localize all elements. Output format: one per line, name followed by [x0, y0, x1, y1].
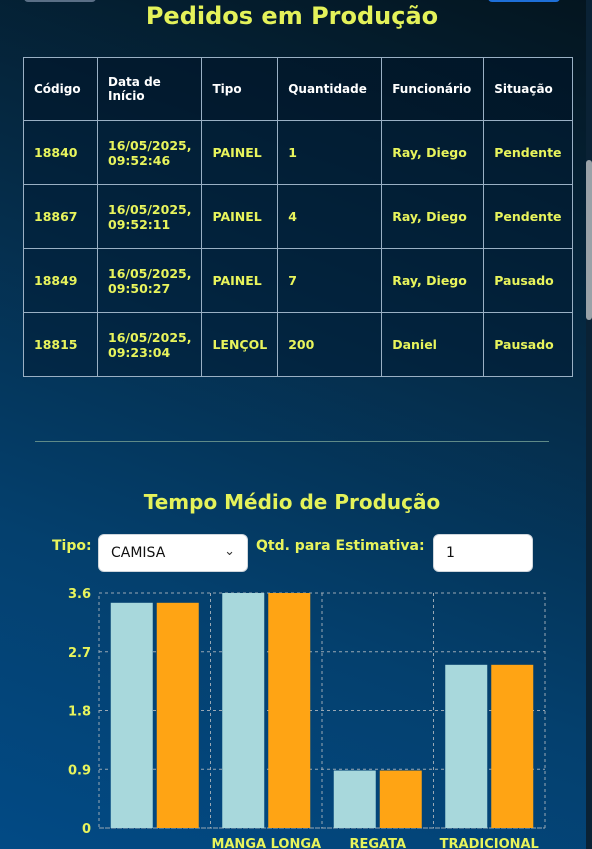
qty-label: Qtd. para Estimativa: [256, 538, 425, 554]
table-header-row: Código Data de Início Tipo Quantidade Fu… [23, 57, 573, 121]
col-header-funcionario[interactable]: Funcionário [381, 57, 485, 121]
top-left-button[interactable] [24, 0, 96, 2]
table-row[interactable]: 18867 16/05/2025, 09:52:11 PAINEL 4 Ray,… [23, 184, 573, 249]
tipo-label: Tipo: [52, 538, 92, 554]
chart-bar [268, 593, 311, 828]
tipo-select-value: CAMISA [111, 545, 166, 561]
chevron-down-icon: ⌄ [224, 544, 235, 559]
chart-bar [379, 770, 422, 828]
chart-bar [222, 593, 265, 828]
cell-codigo: 18815 [23, 312, 98, 377]
y-tick-label: 1.8 [68, 705, 91, 720]
table-row[interactable]: 18815 16/05/2025, 09:23:04 LENÇOL 200 Da… [23, 312, 573, 377]
cell-codigo: 18849 [23, 248, 98, 313]
y-tick-label: 0.9 [68, 763, 91, 778]
avg-production-title: Tempo Médio de Produção [143, 490, 441, 514]
y-tick-label: 3.6 [68, 587, 91, 602]
cell-funcionario: Ray, Diego [381, 184, 485, 249]
cell-tipo: PAINEL [201, 248, 279, 313]
top-right-button[interactable] [488, 0, 560, 2]
cell-situacao: Pausado [483, 312, 573, 377]
cell-funcionario: Ray, Diego [381, 120, 485, 185]
cell-quantidade: 7 [277, 248, 383, 313]
col-header-tipo[interactable]: Tipo [201, 57, 279, 121]
table-row[interactable]: 18840 16/05/2025, 09:52:46 PAINEL 1 Ray,… [23, 120, 573, 185]
chart-bar [156, 602, 199, 828]
cell-funcionario: Ray, Diego [381, 248, 485, 313]
x-tick-label: REGATA [349, 837, 406, 849]
cell-quantidade: 200 [277, 312, 383, 377]
cell-data-inicio: 16/05/2025, 09:52:46 [96, 120, 203, 185]
cell-data-inicio: 16/05/2025, 09:50:27 [96, 248, 203, 313]
cell-quantidade: 1 [277, 120, 383, 185]
avg-time-chart: 0 0.9 1.8 2.7 3.6 MANGA LONGA REGATA TRADICIONA… [68, 587, 546, 849]
y-tick-label: 0 [82, 822, 91, 837]
scrollbar-track[interactable] [586, 0, 592, 849]
cell-codigo: 18867 [23, 184, 98, 249]
orders-table: Código Data de Início Tipo Quantidade Fu… [23, 57, 573, 377]
cell-data-inicio: 16/05/2025, 09:52:11 [96, 184, 203, 249]
table-row[interactable]: 18849 16/05/2025, 09:50:27 PAINEL 7 Ray,… [23, 248, 573, 313]
col-header-codigo[interactable]: Código [23, 57, 98, 121]
cell-situacao: Pendente [483, 120, 573, 185]
chart-bar [491, 664, 534, 828]
cell-tipo: PAINEL [201, 120, 279, 185]
chart-bar [333, 770, 376, 828]
tipo-select[interactable]: CAMISA ⌄ [98, 534, 248, 572]
qty-estimate-input[interactable] [433, 534, 533, 572]
cell-situacao: Pendente [483, 184, 573, 249]
cell-quantidade: 4 [277, 184, 383, 249]
cell-data-inicio: 16/05/2025, 09:23:04 [96, 312, 203, 377]
y-tick-label: 2.7 [68, 646, 91, 661]
cell-codigo: 18840 [23, 120, 98, 185]
page-title: Pedidos em Produção [145, 2, 439, 30]
chart-bar [110, 602, 153, 828]
cell-situacao: Pausado [483, 248, 573, 313]
col-header-data-inicio[interactable]: Data de Início [96, 57, 203, 121]
chart-bar [445, 664, 488, 828]
cell-tipo: PAINEL [201, 184, 279, 249]
scrollbar-thumb[interactable] [586, 160, 592, 320]
cell-funcionario: Daniel [381, 312, 485, 377]
col-header-situacao[interactable]: Situação [483, 57, 573, 121]
col-header-quantidade[interactable]: Quantidade [277, 57, 383, 121]
section-divider [35, 441, 549, 442]
x-tick-label: TRADICIONAL [440, 837, 539, 849]
x-tick-label: MANGA LONGA [211, 837, 321, 849]
cell-tipo: LENÇOL [201, 312, 279, 377]
